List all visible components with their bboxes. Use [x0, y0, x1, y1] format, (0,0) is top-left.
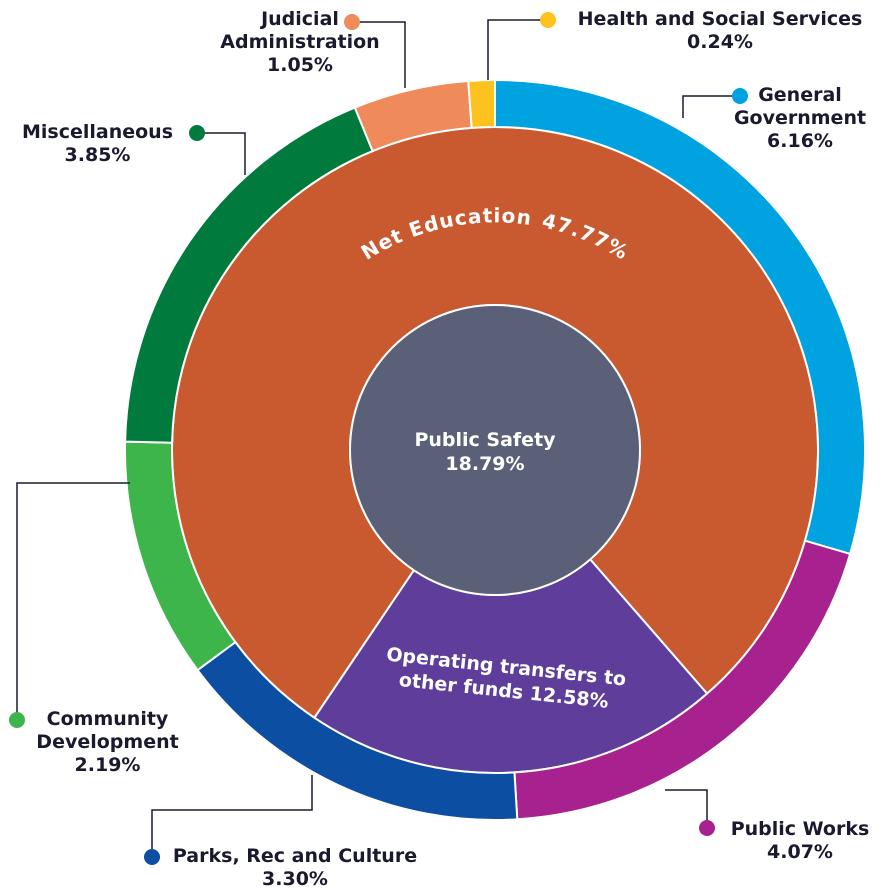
slice-value: 3.85%: [64, 144, 131, 166]
center-slice: [349, 304, 641, 596]
leader-line: [665, 789, 708, 828]
slice-value: 1.05%: [267, 54, 333, 76]
outer-label: Judicial Administration 1.05%: [215, 8, 385, 77]
slice-name: Miscellaneous: [21, 121, 174, 143]
leader-line: [487, 19, 548, 80]
slice-name: Community Development: [36, 708, 179, 753]
slice-value: 2.19%: [74, 754, 141, 776]
slice-name: Public Safety: [414, 429, 556, 451]
outer-label: Community Development 2.19%: [30, 708, 185, 777]
slice-name: General Government: [733, 84, 867, 129]
slice-value: 6.16%: [767, 130, 833, 152]
legend-dot: [144, 849, 160, 865]
legend-dot: [189, 125, 205, 141]
slice-name: Parks, Rec and Culture: [172, 845, 418, 867]
legend-dot: [344, 14, 360, 30]
slice-name: Public Works: [730, 818, 870, 840]
slice-name: Judicial Administration: [220, 8, 380, 53]
legend-dot: [540, 12, 556, 28]
leader-line: [682, 95, 740, 118]
outer-label: General Government 6.16%: [730, 84, 870, 153]
leader-line: [197, 132, 246, 175]
slice-value: 4.07%: [767, 841, 833, 863]
outer-label: Public Works 4.07%: [715, 818, 885, 864]
leader-line: [352, 21, 406, 88]
leader-line: [16, 482, 130, 720]
outer-label: Health and Social Services 0.24%: [560, 8, 880, 54]
leader-line: [151, 775, 313, 857]
slice-value: 3.30%: [262, 868, 328, 890]
outer-label: Parks, Rec and Culture 3.30%: [165, 845, 425, 891]
slice-name: Health and Social Services: [577, 8, 863, 30]
legend-dot: [732, 88, 748, 104]
center-label: Public Safety 18.79%: [365, 428, 605, 476]
slice-value: 0.24%: [687, 31, 753, 53]
slice-value: 18.79%: [445, 453, 525, 475]
legend-dot: [699, 820, 715, 836]
legend-dot: [9, 712, 25, 728]
ring-slice: [467, 78, 496, 129]
outer-label: Miscellaneous 3.85%: [5, 121, 190, 167]
